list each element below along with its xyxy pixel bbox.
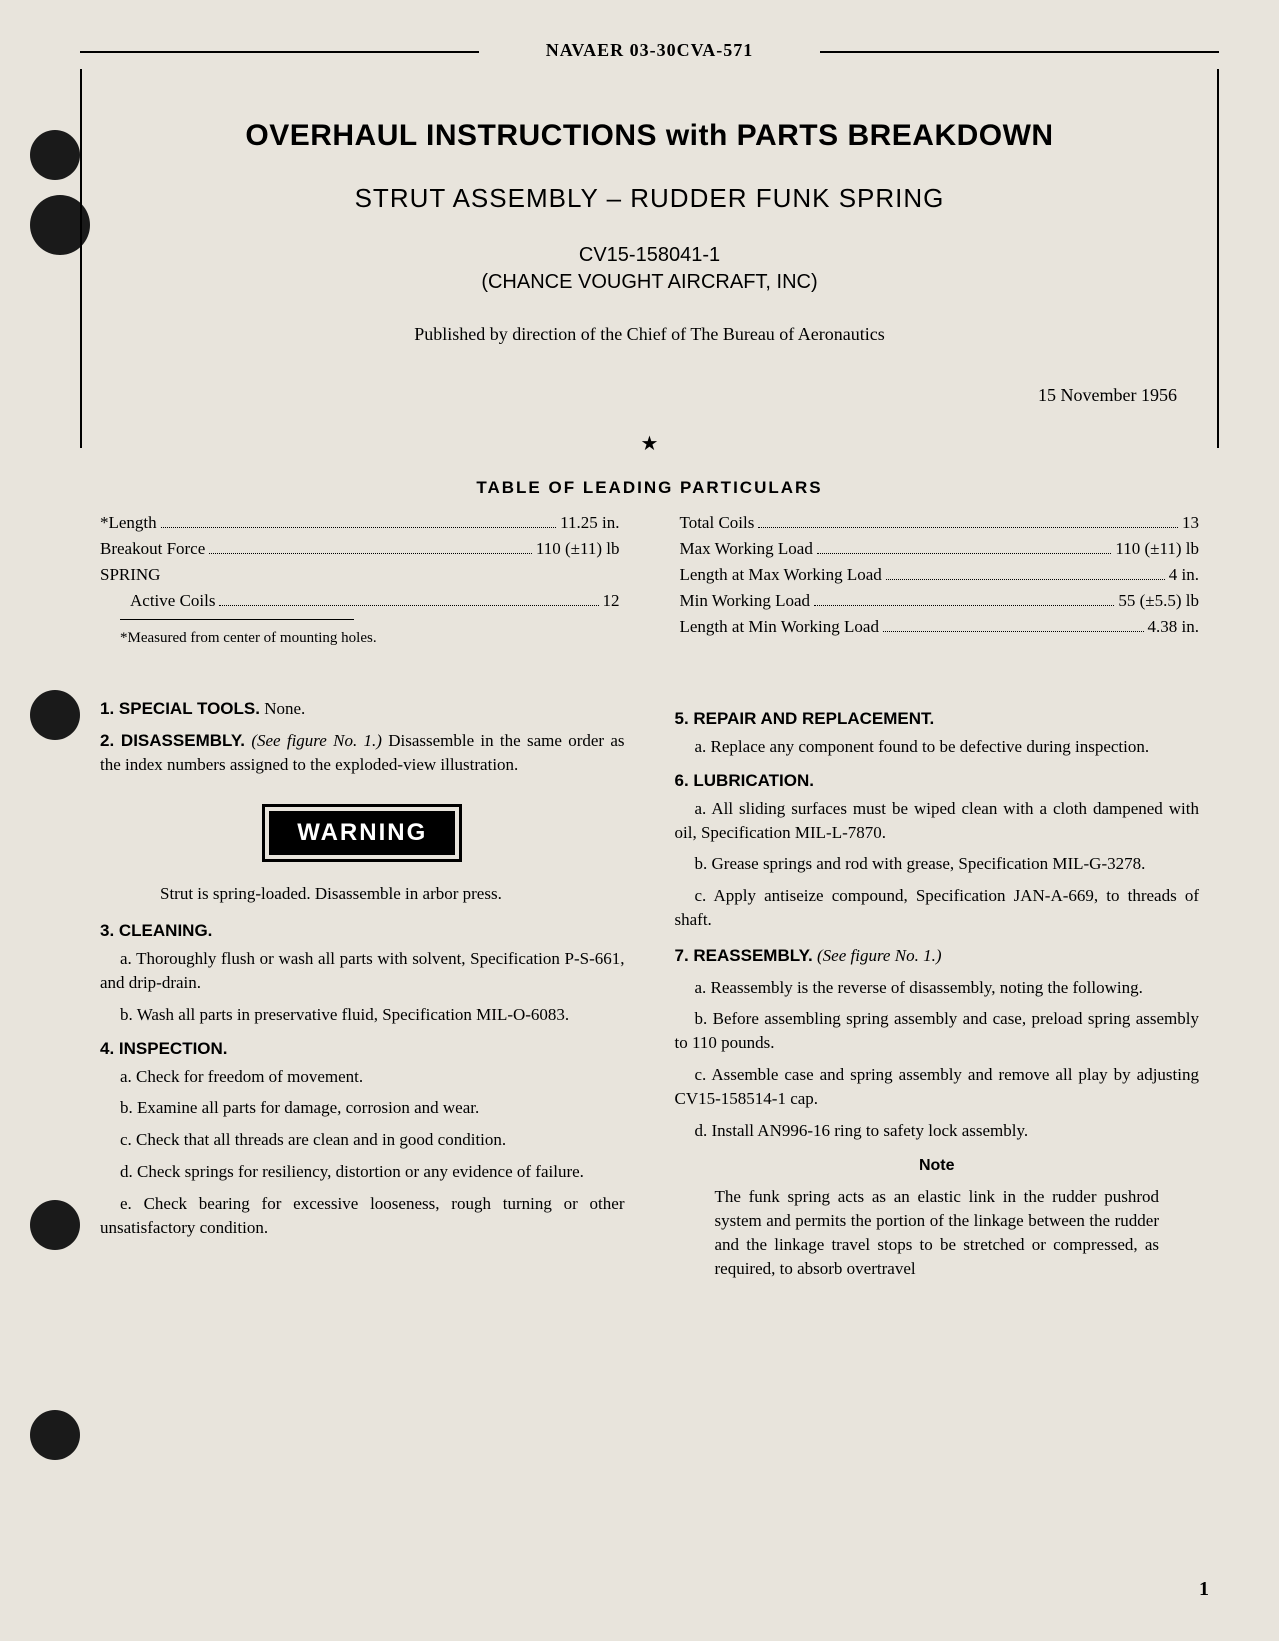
note-text: The funk spring acts as an elastic link … [675, 1185, 1200, 1280]
particular-label: Min Working Load [680, 591, 811, 611]
section-item: c. Assemble case and spring assembly and… [675, 1063, 1200, 1111]
section-item: b. Examine all parts for damage, corrosi… [100, 1096, 625, 1120]
particulars-table: *Length 11.25 in. Breakout Force 110 (±1… [80, 513, 1219, 647]
leader-dots [161, 527, 557, 528]
footnote-divider [120, 619, 354, 620]
section-7: 7. REASSEMBLY. (See figure No. 1.) [675, 944, 1200, 968]
leader-dots [886, 579, 1165, 580]
title-frame: OVERHAUL INSTRUCTIONS with PARTS BREAKDO… [80, 69, 1219, 448]
company-name: (CHANCE VOUGHT AIRCRAFT, INC) [122, 271, 1177, 294]
section-body: None. [264, 699, 305, 718]
particular-row: *Length 11.25 in. [100, 513, 620, 533]
particular-row: Length at Min Working Load 4.38 in. [680, 617, 1200, 637]
note-heading: Note [675, 1157, 1200, 1175]
particular-label: Total Coils [680, 513, 755, 533]
particular-label: Length at Max Working Load [680, 565, 882, 585]
right-column: 5. REPAIR AND REPLACEMENT. a. Replace an… [675, 697, 1200, 1281]
leader-dots [814, 605, 1114, 606]
particular-value: 110 (±11) lb [536, 539, 620, 559]
particulars-right-col: Total Coils 13 Max Working Load 110 (±11… [680, 513, 1200, 647]
particular-value: 12 [603, 591, 620, 611]
particular-label: Active Coils [130, 591, 215, 611]
warning-text: Strut is spring-loaded. Disassemble in a… [100, 882, 625, 906]
figure-reference: (See figure No. 1.) [251, 731, 382, 750]
section-item: d. Check springs for resiliency, distort… [100, 1160, 625, 1184]
section-heading: 3. CLEANING. [100, 921, 625, 941]
section-item: e. Check bearing for excessive looseness… [100, 1192, 625, 1240]
leader-dots [209, 553, 532, 554]
section-item: a. Check for freedom of movement. [100, 1065, 625, 1089]
particular-value: 55 (±5.5) lb [1118, 591, 1199, 611]
section-item: b. Before assembling spring assembly and… [675, 1007, 1200, 1055]
warning-label: WARNING [269, 811, 455, 855]
section-heading: 2. DISASSEMBLY. [100, 731, 245, 750]
section-item: a. All sliding surfaces must be wiped cl… [675, 797, 1200, 845]
publication-date: 15 November 1956 [122, 385, 1177, 406]
figure-reference: (See figure No. 1.) [817, 946, 941, 965]
particular-label: *Length [100, 513, 157, 533]
leader-dots [817, 553, 1112, 554]
left-column: 1. SPECIAL TOOLS. None. 2. DISASSEMBLY. … [100, 697, 625, 1281]
particular-value: 13 [1182, 513, 1199, 533]
particular-row: SPRING [100, 565, 620, 585]
particular-value: 4.38 in. [1148, 617, 1199, 637]
published-by: Published by direction of the Chief of T… [122, 324, 1177, 345]
section-item: a. Reassembly is the reverse of disassem… [675, 976, 1200, 1000]
particular-value: 110 (±11) lb [1115, 539, 1199, 559]
particular-row: Max Working Load 110 (±11) lb [680, 539, 1200, 559]
section-item: a. Thoroughly flush or wash all parts wi… [100, 947, 625, 995]
punch-hole [30, 690, 80, 740]
leader-dots [219, 605, 598, 606]
subtitle: STRUT ASSEMBLY – RUDDER FUNK SPRING [122, 183, 1177, 214]
section-item: b. Grease springs and rod with grease, S… [675, 852, 1200, 876]
section-item: a. Replace any component found to be def… [675, 735, 1200, 759]
particulars-left-col: *Length 11.25 in. Breakout Force 110 (±1… [100, 513, 620, 647]
star-divider: ★ [82, 431, 1217, 456]
warning-container: WARNING [100, 784, 625, 882]
punch-hole [30, 1200, 80, 1250]
section-item: c. Apply antiseize compound, Specificati… [675, 884, 1200, 932]
particular-value: 4 in. [1169, 565, 1199, 585]
section-heading: 5. REPAIR AND REPLACEMENT. [675, 709, 1200, 729]
section-item: d. Install AN996-16 ring to safety lock … [675, 1119, 1200, 1143]
particular-label: SPRING [100, 565, 160, 585]
footnote: *Measured from center of mounting holes. [100, 630, 620, 647]
particular-row: Active Coils 12 [100, 591, 620, 611]
punch-hole [30, 1410, 80, 1460]
main-title: OVERHAUL INSTRUCTIONS with PARTS BREAKDO… [122, 119, 1177, 153]
content-body: 1. SPECIAL TOOLS. None. 2. DISASSEMBLY. … [80, 697, 1219, 1281]
particular-label: Max Working Load [680, 539, 813, 559]
particular-row: Min Working Load 55 (±5.5) lb [680, 591, 1200, 611]
section-item: c. Check that all threads are clean and … [100, 1128, 625, 1152]
particular-label: Breakout Force [100, 539, 205, 559]
leader-dots [758, 527, 1178, 528]
particular-row: Total Coils 13 [680, 513, 1200, 533]
section-heading: 6. LUBRICATION. [675, 771, 1200, 791]
particular-row: Length at Max Working Load 4 in. [680, 565, 1200, 585]
section-item: b. Wash all parts in preservative fluid,… [100, 1003, 625, 1027]
particulars-title: TABLE OF LEADING PARTICULARS [80, 478, 1219, 498]
part-number: CV15-158041-1 [122, 244, 1177, 267]
page-number: 1 [1199, 1578, 1209, 1601]
section-1: 1. SPECIAL TOOLS. None. [100, 697, 625, 721]
warning-box: WARNING [262, 804, 462, 862]
particular-label: Length at Min Working Load [680, 617, 879, 637]
punch-hole [30, 130, 80, 180]
section-2: 2. DISASSEMBLY. (See figure No. 1.) Disa… [100, 729, 625, 777]
leader-dots [883, 631, 1144, 632]
particular-row: Breakout Force 110 (±11) lb [100, 539, 620, 559]
section-heading: 1. SPECIAL TOOLS. [100, 699, 260, 718]
section-heading: 7. REASSEMBLY. [675, 946, 813, 965]
particular-value: 11.25 in. [560, 513, 619, 533]
section-heading: 4. INSPECTION. [100, 1039, 625, 1059]
document-number: NAVAER 03-30CVA-571 [80, 40, 1219, 61]
